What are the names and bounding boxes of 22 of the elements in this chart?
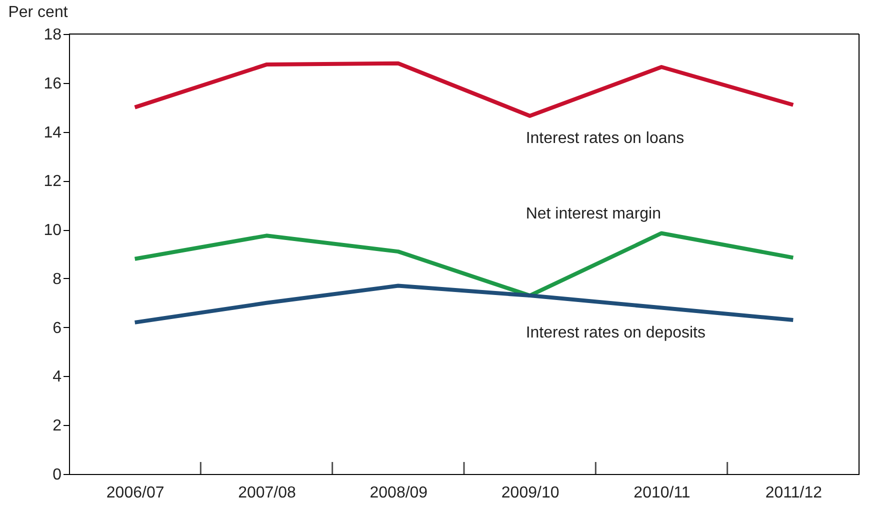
y-tick-label: 4: [52, 368, 62, 386]
x-tick-label: 2006/07: [106, 484, 164, 502]
x-tick-label: 2009/10: [501, 484, 560, 502]
y-tick-label: 0: [52, 466, 62, 484]
x-tick-label: 2010/11: [634, 484, 690, 502]
y-tick-label: 8: [52, 270, 62, 288]
y-tick-label: 16: [44, 75, 62, 92]
y-tick-label: 18: [44, 26, 62, 44]
line-series: [132, 284, 796, 324]
y-tick-label: 6: [52, 320, 62, 337]
x-tick-label: 2008/09: [370, 484, 428, 502]
y-tick-label: 2: [52, 418, 62, 435]
y-axis-title: Per cent: [8, 4, 68, 21]
y-tick-label: 12: [44, 173, 62, 190]
x-tick-label: 2011/12: [765, 484, 822, 502]
x-tick-label: 2007/08: [238, 484, 296, 502]
series-label: Net interest margin: [526, 206, 662, 223]
y-tick-label: 10: [44, 222, 62, 240]
line-series: [132, 61, 796, 118]
y-tick-label: 14: [44, 124, 62, 142]
series-label: Interest rates on loans: [526, 130, 684, 147]
series-label: Interest rates on deposits: [526, 324, 706, 342]
